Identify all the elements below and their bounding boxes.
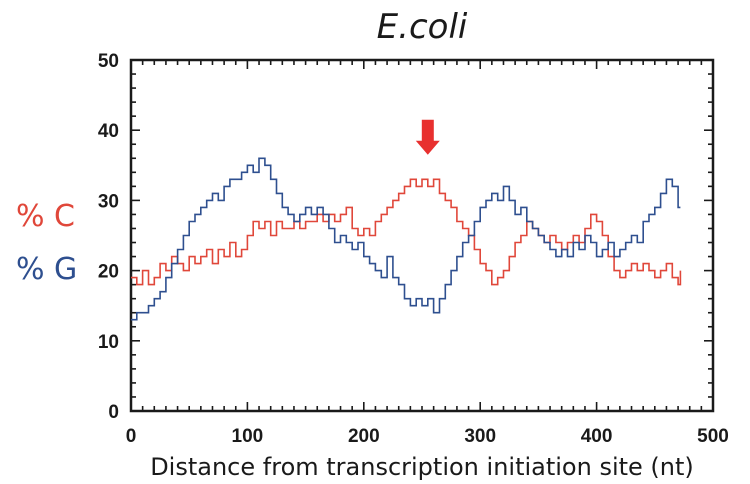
x-tick-label: 300 — [464, 426, 496, 447]
y-tick-label: 0 — [108, 402, 119, 423]
arrow-shape — [415, 119, 440, 155]
series-line-g — [131, 157, 681, 321]
series-group — [131, 157, 682, 321]
x-tick-label: 400 — [581, 426, 613, 447]
y-tick-label: 50 — [98, 51, 119, 72]
x-axis-label: Distance from transcription initiation s… — [150, 453, 694, 481]
y-tick-label: 30 — [98, 191, 119, 212]
tick-marks — [130, 59, 714, 412]
x-tick-label: 100 — [232, 426, 264, 447]
x-tick-label: 200 — [348, 426, 380, 447]
x-tick-label: 0 — [126, 426, 137, 447]
series-label-g: % G — [16, 252, 77, 287]
y-tick-labels: 0 10 20 30 40 50 — [98, 51, 119, 423]
x-tick-labels: 0 100 200 300 400 500 — [126, 426, 729, 447]
series-label-c: % C — [16, 199, 75, 234]
x-tick-label: 500 — [697, 426, 729, 447]
plot-frame — [129, 58, 715, 413]
annotation-arrow — [415, 119, 440, 155]
y-tick-label: 10 — [98, 332, 119, 353]
y-tick-label: 20 — [98, 262, 119, 283]
series-line-c — [131, 178, 682, 286]
chart-title: E.coli — [377, 7, 468, 47]
y-tick-label: 40 — [98, 121, 119, 142]
